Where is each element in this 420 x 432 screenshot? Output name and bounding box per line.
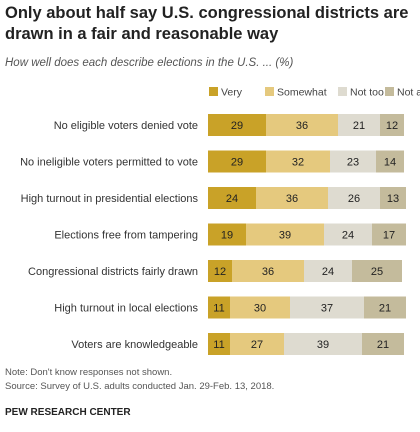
source-organization: PEW RESEARCH CENTER <box>5 407 131 418</box>
data-label: 24 <box>226 193 238 205</box>
data-label: 36 <box>296 120 308 132</box>
data-label: 26 <box>348 193 360 205</box>
bar-segment-not-at-all <box>362 333 404 355</box>
bar-segment-very <box>208 150 266 173</box>
bar-segment-somewhat <box>230 333 284 355</box>
bar-segment-very <box>208 223 246 246</box>
bar-segment-not-at-all <box>372 223 406 246</box>
bar-segment-somewhat <box>230 296 290 319</box>
data-label: 39 <box>317 339 329 351</box>
data-label: 12 <box>386 120 398 132</box>
data-label: 19 <box>221 230 233 242</box>
bar-segment-not-at-all <box>364 296 406 319</box>
bar-segment-not-too <box>324 223 372 246</box>
bar-segment-somewhat <box>232 260 304 282</box>
data-label: 21 <box>353 120 365 132</box>
category-label: High turnout in local elections <box>54 303 198 315</box>
legend-swatch <box>338 87 347 96</box>
bar-segment-not-at-all <box>376 150 404 173</box>
chart-subtitle: How well does each describe elections in… <box>5 57 294 69</box>
category-label: High turnout in presidential elections <box>21 193 199 205</box>
bar-segment-not-too <box>284 333 362 355</box>
bar-segment-very <box>208 296 230 319</box>
bar-segment-not-too <box>328 187 380 209</box>
bar-segment-not-at-all <box>352 260 402 282</box>
category-label: No ineligible voters permitted to vote <box>20 157 198 169</box>
data-label: 29 <box>231 157 243 169</box>
data-label: 24 <box>342 230 354 242</box>
bar-row-no-ineligible-voters-permitted-to-vote: No ineligible voters permitted to vote 29… <box>20 150 404 173</box>
legend-label: Not too <box>350 87 384 99</box>
bar-row-high-turnout-in-local-elections: High turnout in local elections 11 30 37 21 <box>54 296 406 319</box>
data-label: 12 <box>214 266 226 278</box>
data-label: 27 <box>251 339 263 351</box>
data-label: 11 <box>213 339 224 351</box>
bar-segment-not-too <box>330 150 376 173</box>
bar-row-high-turnout-in-presidential-elections: High turnout in presidential elections 24… <box>21 187 406 209</box>
category-label: Congressional districts fairly drawn <box>28 266 198 278</box>
bar-segment-somewhat <box>256 187 328 209</box>
legend-item-not-at-all: Not at all <box>385 87 420 99</box>
category-label: No eligible voters denied vote <box>54 120 198 132</box>
data-label: 25 <box>371 266 383 278</box>
bar-row-congressional-districts-fairly-drawn: Congressional districts fairly drawn 12 36… <box>28 260 402 282</box>
data-label: 32 <box>292 157 304 169</box>
data-label: 23 <box>347 157 359 169</box>
bar-segment-very <box>208 333 230 355</box>
data-label: 37 <box>321 303 333 315</box>
bar-segment-not-too <box>290 296 364 319</box>
data-label: 24 <box>322 266 334 278</box>
bar-segment-not-too <box>304 260 352 282</box>
legend-swatch <box>265 87 274 96</box>
bar-segment-very <box>208 260 232 282</box>
chart-title: Only about half say U.S. congressional d… <box>5 4 409 43</box>
legend-item-not-too: Not too <box>338 87 384 99</box>
data-label: 36 <box>262 266 274 278</box>
data-label: 21 <box>379 303 391 315</box>
bar-segment-not-too <box>338 114 380 136</box>
data-label: 39 <box>279 230 291 242</box>
legend-label: Not at all <box>397 87 420 99</box>
note-text: Note: Don't know responses not shown. <box>5 367 173 378</box>
legend-swatch <box>209 87 218 96</box>
bar-segment-not-at-all <box>380 187 406 209</box>
category-label: Voters are knowledgeable <box>71 339 198 351</box>
bar-row-no-eligible-voters-denied-vote: No eligible voters denied vote 29 36 21 12 <box>54 114 404 136</box>
data-label: 36 <box>286 193 298 205</box>
source-text: Source: Survey of U.S. adults conducted … <box>5 381 275 392</box>
bar-segment-very <box>208 114 266 136</box>
legend-item-very: Very <box>209 87 243 99</box>
bar-segment-somewhat <box>266 114 338 136</box>
bar-segment-somewhat <box>246 223 324 246</box>
data-label: 29 <box>231 120 243 132</box>
bar-segment-not-at-all <box>380 114 404 136</box>
category-label: Elections free from tampering <box>54 230 198 242</box>
data-label: 11 <box>213 303 224 315</box>
bar-segment-somewhat <box>266 150 330 173</box>
legend-item-somewhat: Somewhat <box>265 87 327 99</box>
bar-row-voters-are-knowledgeable: Voters are knowledgeable 11 27 39 21 <box>71 333 404 355</box>
data-label: 14 <box>384 157 396 169</box>
legend-label: Somewhat <box>277 87 327 99</box>
legend-swatch <box>385 87 394 96</box>
data-label: 17 <box>383 230 395 242</box>
data-label: 21 <box>377 339 389 351</box>
bar-row-elections-free-from-tampering: Elections free from tampering 19 39 24 17 <box>54 223 406 246</box>
legend-label: Very <box>221 87 243 99</box>
data-label: 13 <box>387 193 399 205</box>
data-label: 30 <box>254 303 266 315</box>
bar-segment-very <box>208 187 256 209</box>
